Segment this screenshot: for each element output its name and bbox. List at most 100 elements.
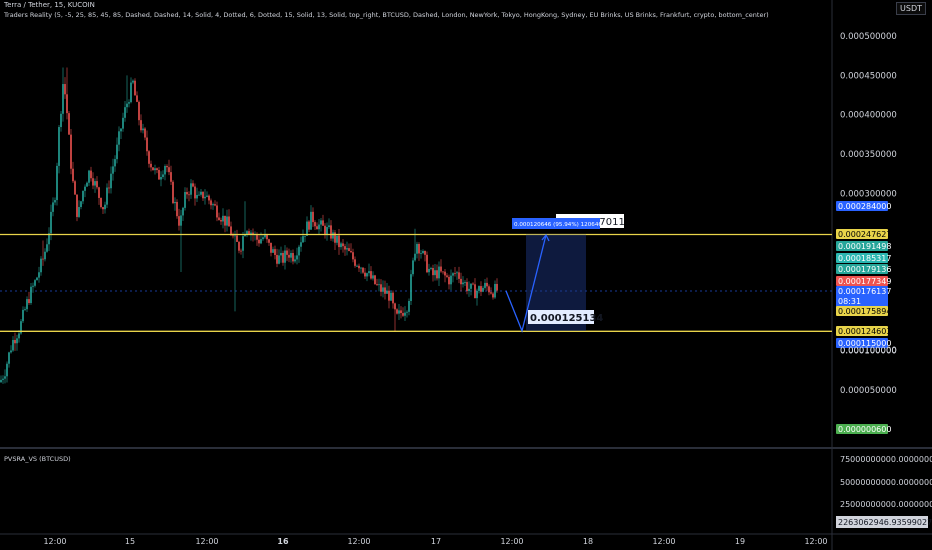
- candle-body: [22, 309, 24, 322]
- candle-body: [424, 250, 426, 255]
- candle-body: [12, 339, 14, 351]
- candle-body: [210, 200, 212, 206]
- candle-body: [368, 271, 370, 274]
- candle-body: [156, 168, 158, 170]
- candle-body: [196, 194, 198, 199]
- candle-body: [168, 167, 170, 173]
- candle-body: [186, 192, 188, 195]
- y-tick-label: 0.000300000: [840, 189, 897, 199]
- candle-body: [266, 234, 268, 240]
- volume-y-tick-label: 25000000000.000000000: [840, 500, 932, 509]
- candle-body: [62, 84, 64, 114]
- candle-body: [320, 220, 322, 225]
- candle-body: [452, 273, 454, 276]
- price-label-text: 0.000177349: [838, 277, 891, 286]
- candle-body: [352, 252, 354, 260]
- candle-body: [232, 235, 234, 237]
- price-label: [836, 326, 888, 336]
- candle-body: [84, 186, 86, 191]
- candle-body: [10, 350, 12, 353]
- candle-body: [264, 234, 266, 238]
- candle-body: [184, 192, 186, 208]
- indicator-settings[interactable]: Traders Reality (5, -5, 25, 85, 45, 85, …: [4, 11, 769, 19]
- candle-body: [402, 313, 404, 316]
- price-label: [836, 264, 888, 274]
- candle-body: [100, 197, 102, 208]
- candle-body: [482, 287, 484, 292]
- x-tick-label: 17: [431, 537, 441, 546]
- price-label-text: 0.000000600: [838, 425, 891, 434]
- candle-body: [430, 268, 432, 269]
- candle-body: [476, 290, 478, 299]
- candle-body: [330, 225, 332, 239]
- candle-body: [176, 201, 178, 217]
- candle-body: [326, 227, 328, 235]
- candle-body: [8, 352, 10, 364]
- y-tick-label: 0.000400000: [840, 111, 897, 121]
- volume-last-label-text: 22630629​46.935990272: [838, 518, 932, 527]
- candle-body: [472, 283, 474, 285]
- candle-body: [426, 254, 428, 273]
- symbol-title: Terra / Tether, 15, KUCOIN: [4, 1, 95, 9]
- candle-body: [488, 286, 490, 293]
- candle-body: [146, 137, 148, 152]
- candle-body: [142, 128, 144, 131]
- candle-body: [6, 363, 8, 377]
- currency-button[interactable]: USDT: [896, 2, 926, 15]
- candle-body: [384, 287, 386, 294]
- candle-body: [80, 201, 82, 208]
- candle-body: [334, 232, 336, 243]
- candle-body: [466, 282, 468, 292]
- candle-body: [336, 235, 338, 243]
- candle-body: [218, 217, 220, 221]
- candle-body: [462, 282, 464, 285]
- candle-body: [460, 278, 462, 285]
- candle-body: [130, 82, 132, 103]
- y-tick-label: 0.000100000: [840, 346, 897, 356]
- candle-body: [40, 258, 42, 273]
- candle-body: [420, 253, 422, 254]
- candle-body: [360, 267, 362, 269]
- candle-body: [36, 277, 38, 281]
- candle-body: [92, 178, 94, 186]
- candle-body: [134, 80, 136, 96]
- x-tick-label: 16: [277, 537, 289, 546]
- candle-body: [328, 225, 330, 228]
- candle-body: [150, 163, 152, 168]
- y-tick-label: 0.000100000: [840, 347, 897, 357]
- candle-body: [386, 290, 388, 294]
- candle-body: [346, 248, 348, 250]
- candle-body: [24, 309, 26, 310]
- candle-body: [174, 201, 176, 204]
- projection-label-box: [512, 218, 600, 229]
- candle-body: [58, 127, 60, 166]
- candle-body: [102, 207, 104, 210]
- candle-body: [390, 292, 392, 301]
- candle-body: [376, 284, 378, 285]
- annotation-box: [528, 310, 594, 324]
- candle-body: [412, 260, 414, 275]
- candle-body: [208, 195, 210, 201]
- x-tick-label: 12:00: [500, 537, 523, 546]
- price-label: [836, 306, 888, 316]
- candle-body: [494, 283, 496, 298]
- candle-body: [428, 268, 430, 273]
- candle-body: [82, 190, 84, 202]
- candle-body: [182, 207, 184, 216]
- candle-body: [474, 284, 476, 299]
- candle-body: [432, 268, 434, 276]
- candle-body: [444, 271, 446, 276]
- candle-body: [120, 128, 122, 132]
- candle-body: [396, 309, 398, 314]
- candle-body: [308, 221, 310, 230]
- candle-body: [282, 252, 284, 263]
- candle-body: [454, 273, 456, 275]
- candle-body: [314, 222, 316, 227]
- candle-body: [398, 310, 400, 314]
- price-label: [836, 253, 888, 263]
- price-label-text: 0.000175894: [838, 307, 891, 316]
- candle-body: [114, 159, 116, 167]
- price-label-text: 0.000284000: [838, 202, 891, 211]
